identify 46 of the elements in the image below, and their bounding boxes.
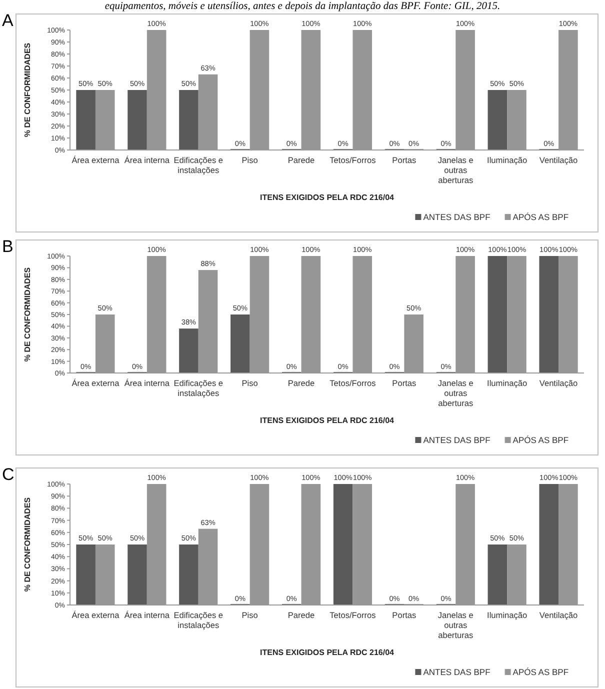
x-tick-label: Área externa: [72, 155, 120, 165]
x-tick-label: Iluminação: [487, 610, 528, 620]
x-tick-label: Edificações e instalações: [174, 155, 224, 175]
x-tick-label: Portas: [392, 155, 416, 165]
text: equipamentos, móveis e utensílios, antes e depois da implantação das BPF. Fonte: GIL, 2015.: [104, 1, 500, 12]
x-tick-label: Iluminação: [487, 378, 528, 388]
legend-label: APÓS AS BPF: [512, 212, 569, 222]
x-tick-label: Parede: [288, 155, 316, 165]
x-axis-title: ITENS EXIGIDOS PELA RDC 216/04: [260, 416, 395, 425]
legend-label: APÓS AS BPF: [512, 667, 569, 677]
x-tick-label: Tetos/Forros: [330, 378, 376, 388]
chart-title: B: [2, 237, 14, 256]
x-tick-label: Área externa: [72, 610, 120, 620]
x-tick-label: Janelas e outras aberturas: [438, 610, 474, 640]
x-tick-label: Ventilação: [539, 155, 578, 165]
chart-title: C: [2, 465, 14, 484]
legend-label: ANTES DAS BPF: [423, 435, 490, 445]
x-tick-label: Edificações e instalações: [174, 610, 224, 630]
y-axis-title: % DE CONFORMIDADES: [23, 496, 32, 592]
x-tick-label: Piso: [242, 378, 258, 388]
legend-label: ANTES DAS BPF: [423, 212, 490, 222]
x-tick-label: Área interna: [124, 610, 170, 620]
x-tick-label: Portas: [392, 610, 416, 620]
x-tick-label: Janelas e outras aberturas: [438, 378, 474, 408]
x-tick-label: Janelas e outras aberturas: [438, 155, 474, 185]
x-tick-label: Iluminação: [487, 155, 528, 165]
x-tick-label: Área interna: [124, 378, 170, 388]
y-axis-title: % DE CONFORMIDADES: [23, 266, 32, 362]
x-tick-label: Portas: [392, 378, 416, 388]
x-tick-label: Tetos/Forros: [330, 155, 376, 165]
x-tick-label: Ventilação: [539, 378, 578, 388]
chart-title: A: [2, 11, 14, 30]
x-tick-label: Edificações e instalações: [174, 378, 224, 398]
x-tick-label: Piso: [242, 155, 258, 165]
x-tick-label: Tetos/Forros: [330, 610, 376, 620]
x-tick-label: Parede: [288, 610, 316, 620]
y-axis-title: % DE CONFORMIDADES: [23, 42, 32, 138]
x-axis-title: ITENS EXIGIDOS PELA RDC 216/04: [260, 193, 395, 202]
x-axis-title: ITENS EXIGIDOS PELA RDC 216/04: [260, 648, 395, 657]
x-tick-label: Área interna: [124, 155, 170, 165]
x-tick-label: Piso: [242, 610, 258, 620]
legend-label: ANTES DAS BPF: [423, 667, 490, 677]
x-tick-label: Área externa: [72, 378, 120, 388]
legend-label: APÓS AS BPF: [512, 435, 569, 445]
x-tick-label: Ventilação: [539, 610, 578, 620]
x-tick-label: Parede: [288, 378, 316, 388]
